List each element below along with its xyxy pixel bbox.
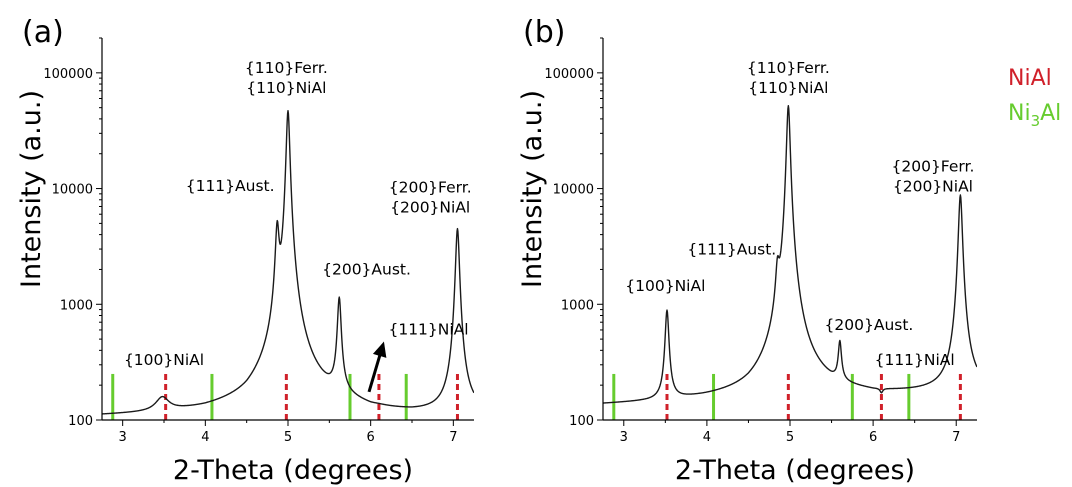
peak-annotation: {200}Ferr. {200}NiAl: [892, 158, 975, 196]
annotation-line: {200}NiAl: [893, 178, 973, 196]
xrd-trace: [603, 104, 977, 404]
peak-annotation: {200}Ferr. {200}NiAl: [389, 179, 472, 217]
legend-ni3al-base: Ni: [1008, 101, 1031, 126]
y-tick-label: 10000: [52, 183, 93, 198]
annotation-line: {200}Ferr.: [892, 158, 975, 176]
x-tick-label: 4: [201, 430, 209, 445]
annotation-line: {111}NiAl: [875, 351, 955, 369]
y-tick-label: 100000: [43, 67, 93, 82]
panel-label: (b): [523, 15, 565, 50]
x-tick-label: 7: [449, 430, 457, 445]
peak-annotation: {111}Aust.: [687, 240, 776, 258]
x-tick-label: 3: [119, 430, 127, 445]
x-tick-label: 6: [367, 430, 375, 445]
annotation-line: {200}Aust.: [825, 316, 914, 334]
x-tick-label: 7: [952, 430, 960, 445]
panel-label: (a): [22, 15, 64, 50]
y-tick-label: 10000: [553, 183, 594, 198]
y-tick-label: 100: [569, 414, 594, 429]
annotation-line: {200}Ferr.: [389, 179, 472, 197]
annotation-line: {110}Ferr.: [245, 59, 328, 77]
peak-annotation: {200}Aust.: [825, 316, 914, 334]
annotation-line: {111}Aust.: [186, 177, 275, 195]
annotation-line: {100}NiAl: [124, 351, 204, 369]
legend-ni3al-tail: Al: [1040, 101, 1061, 126]
y-tick-label: 100000: [544, 67, 594, 82]
chart-panel-a: 3 4 5 6 7 100 1000 10000 100000 2-Theta (degrees)…: [16, 15, 474, 486]
annotation-line: {111}NiAl: [388, 320, 468, 338]
annotation-line: {110}Ferr.: [747, 59, 830, 77]
annotation-line: {110}NiAl: [748, 79, 828, 97]
annotation-line: {200}NiAl: [390, 199, 470, 217]
peak-annotation: {111}NiAl: [875, 351, 955, 369]
annotation-line: {100}NiAl: [625, 277, 705, 295]
annotation-line: {200}Aust.: [322, 261, 411, 279]
peak-annotation: {200}Aust.: [322, 261, 411, 279]
x-axis-title: 2-Theta (degrees): [173, 455, 413, 486]
x-tick-label: 6: [869, 430, 877, 445]
x-tick-label: 5: [786, 430, 794, 445]
peak-annotation: {111}NiAl: [388, 320, 468, 338]
arrow-head: [372, 341, 387, 358]
y-tick-label: 100: [68, 414, 93, 429]
annotation-line: {111}Aust.: [687, 240, 776, 258]
x-tick-label: 3: [620, 430, 628, 445]
legend-ni3al: Ni3Al: [1008, 101, 1061, 130]
x-tick-label: 4: [703, 430, 711, 445]
annotation-line: {110}NiAl: [246, 79, 326, 97]
peak-annotation: {110}Ferr. {110}NiAl: [245, 59, 328, 97]
legend-nial: NiAl: [1008, 66, 1052, 91]
chart-panel-b: 3 4 5 6 7 100 1000 10000 100000 2-Theta (degrees)…: [517, 15, 977, 486]
y-axis-title: Intensity (a.u.): [517, 90, 548, 288]
xrd-trace: [102, 109, 474, 415]
x-axis-title: 2-Theta (degrees): [675, 455, 915, 486]
x-tick-label: 5: [284, 430, 292, 445]
legend-ni3al-sub: 3: [1031, 112, 1041, 130]
y-tick-label: 1000: [60, 298, 93, 313]
peak-annotation: {100}NiAl: [625, 277, 705, 295]
peak-annotation: {111}Aust.: [186, 177, 275, 195]
y-tick-label: 1000: [561, 298, 594, 313]
peak-annotation: {100}NiAl: [124, 351, 204, 369]
peak-annotation: {110}Ferr. {110}NiAl: [747, 59, 830, 97]
y-axis-title: Intensity (a.u.): [16, 90, 47, 288]
